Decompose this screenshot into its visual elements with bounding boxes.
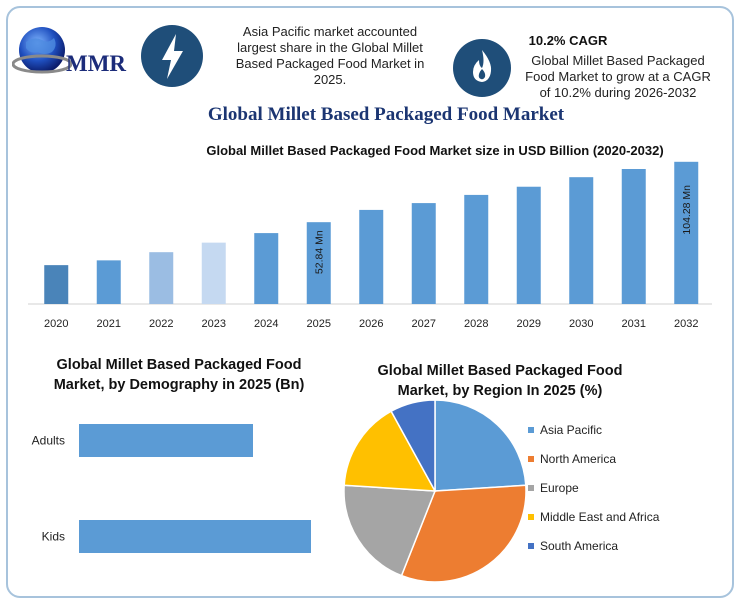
x-tick-label: 2028 (464, 318, 488, 330)
pie-slice-south-america (390, 399, 436, 492)
legend-label: Europe (540, 481, 579, 495)
bar-2022 (149, 252, 174, 304)
pie-slice-europe (343, 484, 437, 577)
stat-cagr: Global Millet Based Packaged Food Market… (513, 53, 723, 101)
legend-label: Middle East and Africa (540, 510, 660, 524)
pie-slice-north-america (400, 484, 527, 583)
x-tick-label: 2021 (97, 318, 121, 330)
bar-kids (79, 520, 311, 553)
bar-2020 (44, 265, 69, 304)
x-tick-label: 2031 (622, 318, 646, 330)
data-label-2025: 52.84 Mn (314, 230, 326, 274)
lightning-icon (141, 25, 203, 87)
legend-swatch (528, 543, 534, 549)
pie-slice-middle-east-and-africa (343, 410, 437, 492)
stat-line: largest share in the Global Millet (237, 40, 423, 55)
bar-2030 (569, 177, 594, 304)
x-tick-label: 2030 (569, 318, 593, 330)
legend-label: South America (540, 539, 618, 553)
bar-2023 (201, 242, 226, 304)
main-title: Global Millet Based Packaged Food Market (207, 104, 565, 125)
x-tick-label: 2020 (44, 318, 68, 330)
legend-label: Asia Pacific (540, 423, 602, 437)
bar-2026 (359, 209, 384, 304)
stat-line: Food Market to grow at a CAGR (525, 69, 711, 84)
title-line: Global Millet Based Packaged Food (56, 357, 302, 373)
bar-2027 (411, 203, 436, 304)
bar-2032 (674, 161, 699, 304)
legend-swatch (528, 485, 534, 491)
legend-swatch (528, 514, 534, 520)
legend-swatch (528, 427, 534, 433)
bar-2025 (306, 222, 331, 304)
stat-line: Asia Pacific market accounted (242, 24, 418, 39)
x-tick-label: 2032 (674, 318, 698, 330)
y-tick-label: Adults (32, 434, 65, 448)
stat-line: Based Packaged Food Market in (235, 56, 425, 71)
logo-text: MMR (66, 51, 127, 76)
page-frame (6, 6, 734, 598)
stat-line: 2025. (313, 72, 347, 87)
x-tick-label: 2023 (202, 318, 226, 330)
market-size-bar-chart: 2020 2021 2022 2023 2024 2025 52.84 Mn 2026 2027… (28, 161, 712, 330)
x-tick-label: 2022 (149, 318, 173, 330)
x-tick-label: 2025 (307, 318, 331, 330)
bar-2024 (254, 233, 279, 304)
bar-2021 (96, 260, 121, 304)
x-tick-label: 2026 (359, 318, 383, 330)
bar-2028 (464, 194, 489, 304)
region-chart-title: Global Millet Based Packaged Food Market… (355, 361, 645, 401)
title-line: Market, by Region In 2025 (%) (397, 383, 603, 399)
globe-logo-icon (12, 27, 72, 74)
title-line: Global Millet Based Packaged Food (377, 363, 623, 379)
y-tick-label: Kids (42, 530, 65, 544)
bar-chart-title: Global Millet Based Packaged Food Market… (206, 143, 664, 158)
bar-adults (79, 424, 253, 457)
x-tick-label: 2029 (517, 318, 541, 330)
stat-line: Global Millet Based Packaged (531, 53, 705, 68)
legend-swatch (528, 456, 534, 462)
stat-line: of 10.2% during 2026-2032 (539, 85, 697, 100)
pie-slice-asia-pacific (434, 399, 527, 492)
bar-2029 (516, 186, 541, 304)
title-line: Market, by Demography in 2025 (Bn) (53, 377, 305, 393)
stat-asia-pacific: Asia Pacific market accounted largest sh… (208, 24, 452, 88)
demography-chart-title: Global Millet Based Packaged Food Market… (20, 355, 338, 395)
bar-2031 (621, 169, 646, 304)
x-tick-label: 2027 (412, 318, 436, 330)
cagr-title: 10.2% CAGR (528, 33, 608, 48)
flame-icon (453, 39, 511, 97)
data-label-2032: 104.28 Mn (681, 185, 693, 235)
legend-label: North America (540, 452, 616, 466)
x-tick-label: 2024 (254, 318, 278, 330)
